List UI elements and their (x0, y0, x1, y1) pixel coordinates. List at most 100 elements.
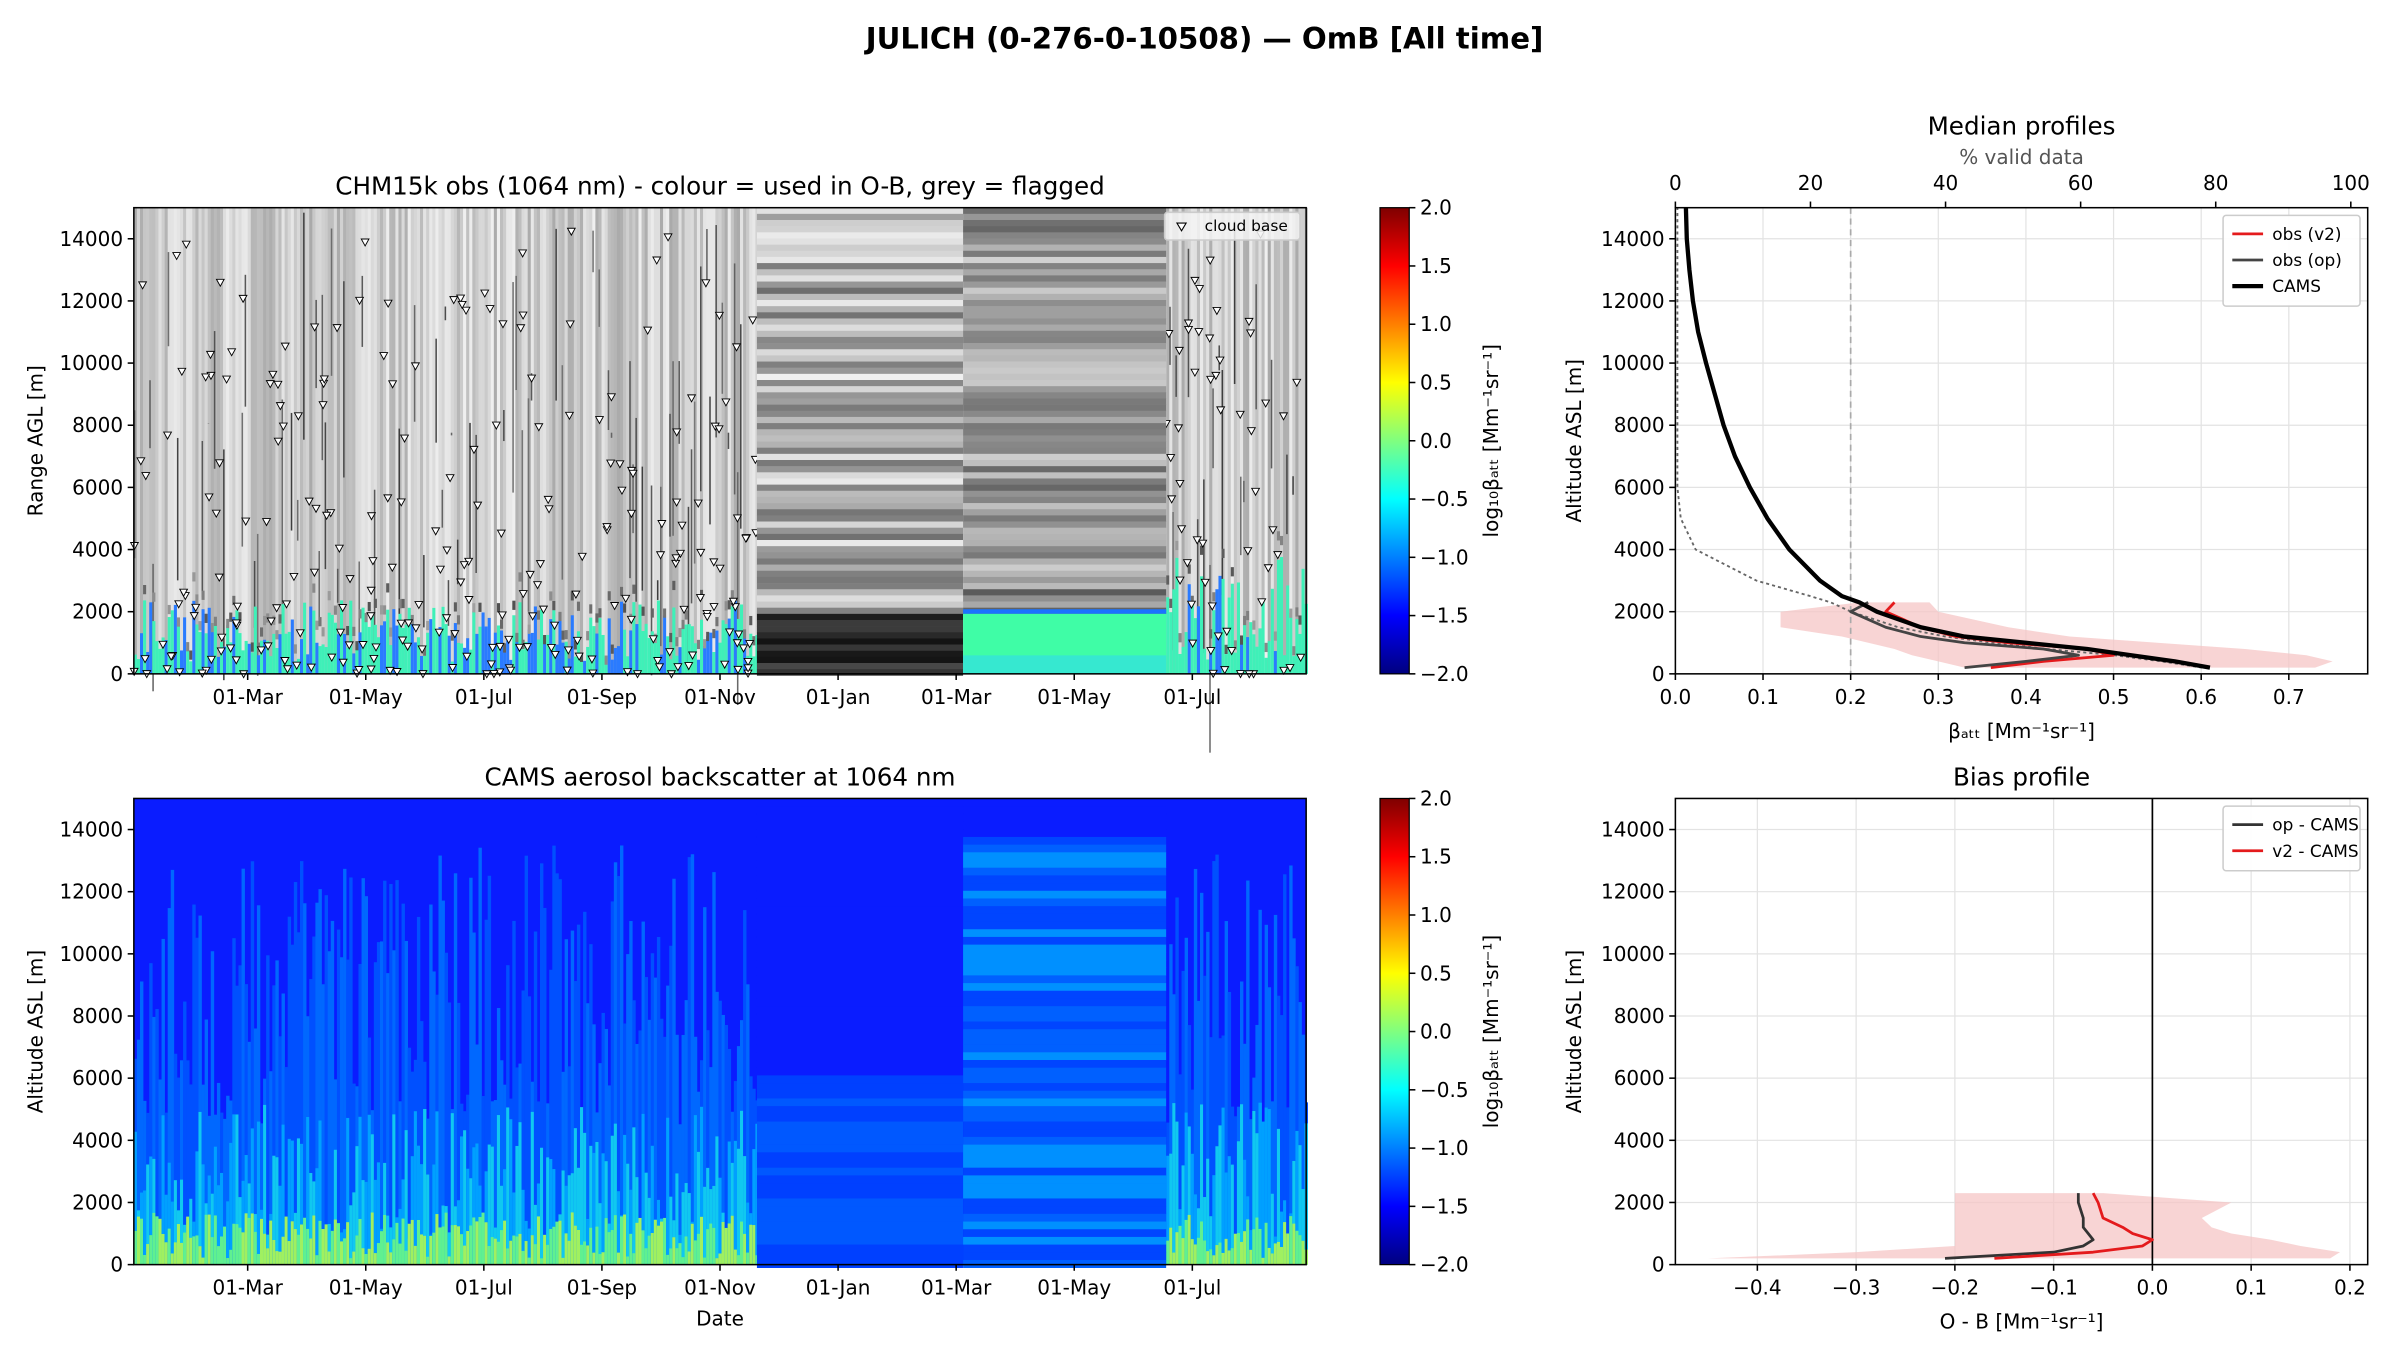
heatmap-cell (1273, 914, 1278, 1265)
heatmap-cell (1243, 480, 1245, 503)
heatmap-cell (333, 1149, 338, 1265)
heatmap-cell (1289, 865, 1293, 1265)
heatmap-cell (756, 898, 964, 907)
cloud-base-marker (731, 343, 742, 352)
heatmap-cell (727, 600, 732, 610)
heatmap-cell (324, 207, 328, 674)
heatmap-cell (429, 1236, 433, 1265)
heatmap-cell (518, 602, 522, 674)
heatmap-cell (1215, 1146, 1219, 1265)
heatmap-cell (315, 1168, 319, 1265)
heatmap-cell (527, 624, 532, 634)
heatmap-cell (355, 207, 359, 674)
legend-label: obs (op) (2272, 250, 2342, 270)
heatmap-cell (207, 1214, 212, 1265)
colorbar-tick-label: 2.0 (1420, 786, 1452, 810)
heatmap-cell (364, 896, 368, 1265)
cloud-base-marker (256, 646, 266, 655)
heatmap-cell (586, 1245, 590, 1265)
heatmap-cell (521, 1250, 525, 1265)
heatmap-cell (1264, 924, 1268, 1265)
heatmap-cell (623, 603, 627, 613)
heatmap-cell (573, 656, 578, 674)
heatmap-cell (333, 605, 338, 615)
heatmap-cell (641, 606, 645, 616)
heatmap-cell (672, 580, 676, 591)
heatmap-cell (321, 984, 325, 1265)
heatmap-cell (1295, 966, 1299, 1265)
heatmap-cell (183, 617, 187, 674)
heatmap-cell (1295, 1130, 1299, 1265)
heatmap-cell (352, 1083, 356, 1265)
heatmap-cell (963, 416, 1167, 424)
heatmap-cell (1246, 880, 1250, 1265)
cloud-base-marker (528, 612, 538, 621)
heatmap-cell (1261, 602, 1265, 674)
heatmap-cell (352, 653, 356, 674)
heatmap-cell (226, 1258, 230, 1265)
cloud-base-marker (1207, 602, 1217, 611)
cloud-base-marker (594, 416, 605, 425)
cloud-base-marker (338, 658, 348, 668)
heatmap-cell (143, 1190, 147, 1265)
heatmap-cell (170, 869, 175, 1265)
heatmap-cell (756, 1013, 964, 1022)
heatmap-cell (1276, 531, 1281, 541)
heatmap-cell (136, 659, 141, 674)
heatmap-cell (444, 207, 449, 674)
heatmap-cell (1169, 612, 1173, 674)
cloud-base-marker (518, 311, 528, 320)
y-tick-label: 6000 (72, 1066, 123, 1090)
heatmap-cell (672, 361, 674, 536)
heatmap-cell (260, 1218, 264, 1265)
cloud-base-marker (577, 552, 587, 562)
heatmap-cell (963, 398, 1167, 405)
heatmap-cell (521, 649, 525, 674)
heatmap-cell (260, 207, 264, 674)
heatmap-cell (1190, 601, 1195, 674)
heatmap-cell (570, 207, 575, 674)
cloud-base-marker (216, 647, 226, 656)
heatmap-cell (963, 883, 1167, 892)
heatmap-cell (1212, 861, 1216, 1265)
heatmap-cell (336, 929, 341, 1265)
heatmap-cell (1264, 657, 1268, 674)
heatmap-cell (1224, 1238, 1228, 1265)
heatmap-cell (309, 1173, 313, 1265)
heatmap-cell (478, 626, 482, 674)
heatmap-cell (1193, 1194, 1198, 1265)
heatmap-cell (247, 1217, 252, 1265)
heatmap-cell (420, 1021, 424, 1265)
heatmap-cell (210, 207, 215, 674)
heatmap-cell (586, 207, 590, 674)
heatmap-cell (756, 552, 964, 559)
heatmap-cell (472, 603, 476, 613)
heatmap-cell (256, 905, 261, 1265)
heatmap-cell (506, 1248, 510, 1265)
heatmap-cell (756, 1044, 964, 1053)
x-tick-label: 0.0 (1659, 685, 1691, 709)
heatmap-cell (756, 1167, 964, 1176)
heatmap-cell (638, 1217, 642, 1265)
heatmap-cell (1233, 1233, 1238, 1265)
heatmap-cell (493, 632, 498, 674)
heatmap-cell (641, 1113, 645, 1265)
cloud-base-marker (1257, 598, 1267, 607)
cloud-base-marker (265, 380, 275, 389)
heatmap-cell (616, 646, 621, 674)
heatmap-cell (416, 637, 421, 674)
cloud-base-marker (1190, 276, 1200, 286)
heatmap-cell (146, 1164, 150, 1265)
heatmap-cell (140, 633, 144, 674)
heatmap-cell (616, 1191, 621, 1265)
heatmap-cell (963, 890, 1167, 899)
heatmap-cell (756, 380, 964, 387)
cloud-base-marker (217, 633, 227, 643)
heatmap-cell (1184, 937, 1188, 1265)
heatmap-cell (189, 1237, 193, 1265)
heatmap-cell (963, 367, 1167, 375)
x-tick-label: 0.1 (1747, 685, 1779, 709)
heatmap-cell (660, 1221, 664, 1265)
heatmap-cell (186, 1216, 190, 1265)
heatmap-cell (1270, 359, 1273, 469)
